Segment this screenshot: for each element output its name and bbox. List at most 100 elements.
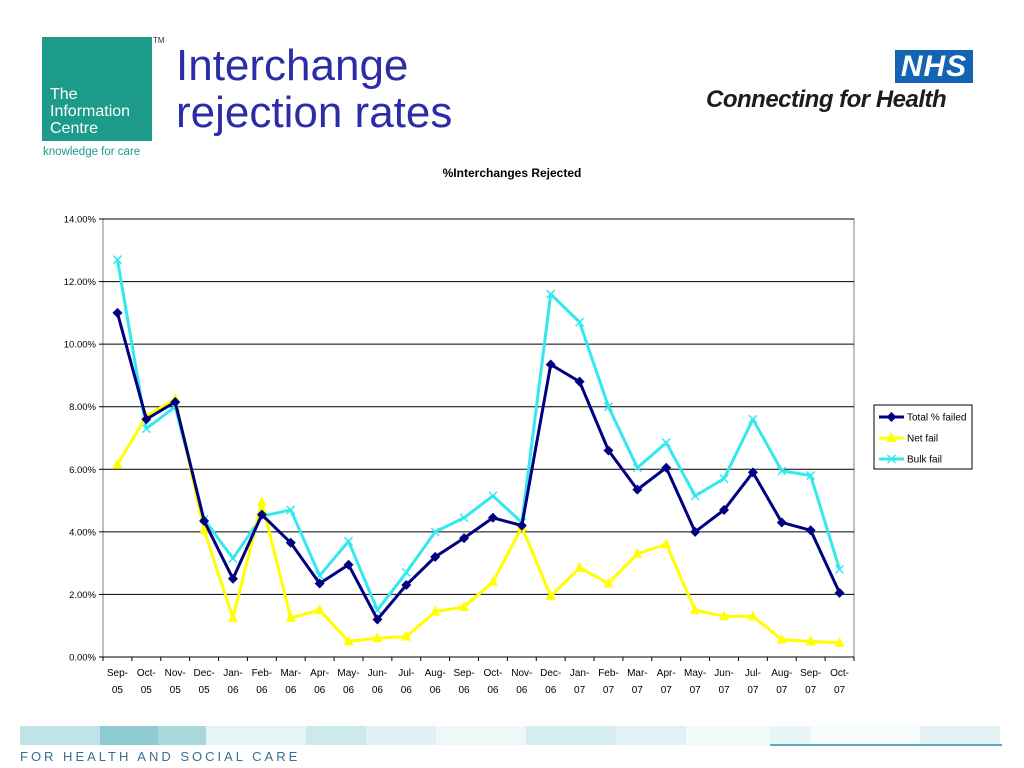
x-tick-label: May- xyxy=(684,668,706,679)
logo-line-3: Centre xyxy=(50,120,99,137)
bulk-fail-data-point xyxy=(603,402,614,412)
x-tick-label: Apr- xyxy=(310,668,329,679)
net-fail-data-point xyxy=(459,600,470,611)
total-failed-data-point xyxy=(719,504,730,515)
y-tick-label: 0.00% xyxy=(69,653,96,664)
x-tick-label-year: 06 xyxy=(430,685,442,696)
x-tick-label-year: 07 xyxy=(603,685,615,696)
bulk-fail-data-point xyxy=(575,317,585,327)
x-tick-label: Apr- xyxy=(657,668,676,679)
bulk-fail-data-point xyxy=(777,466,787,476)
net-fail-data-point xyxy=(545,589,556,600)
net-fail-data-point xyxy=(487,575,498,586)
x-tick-label: Dec- xyxy=(540,668,561,679)
x-tick-label: Mar- xyxy=(280,668,301,679)
x-tick-label: May- xyxy=(337,668,359,679)
net-fail-data-point xyxy=(632,547,643,558)
logo-line-1: The xyxy=(50,86,78,103)
legend-label-total-failed: Total % failed xyxy=(907,413,966,424)
total-failed-data-point xyxy=(227,573,238,584)
bulk-fail-series-line xyxy=(115,259,841,612)
x-tick-label: Aug- xyxy=(425,668,446,679)
x-tick-label-year: 06 xyxy=(256,685,268,696)
x-tick-label: Aug- xyxy=(771,668,792,679)
total-failed-data-point xyxy=(747,467,758,478)
bulk-fail-data-point xyxy=(488,491,498,501)
plot-area: 0.00% 2.00% 4.00% 6.00% 8.00% 10.00% 12.00% 14.… xyxy=(64,215,973,696)
x-tick-label-year: 05 xyxy=(141,685,153,696)
legend-marker-bulk-fail xyxy=(886,454,897,464)
footer-strip-block xyxy=(436,726,526,745)
x-tick-label-year: 07 xyxy=(690,685,702,696)
slide-title-line-2: rejection rates xyxy=(176,88,453,137)
x-tick-label-year: 06 xyxy=(516,685,528,696)
logo-text: The Information Centre xyxy=(50,86,130,137)
bulk-fail-data-point xyxy=(661,438,671,448)
total-failed-data-point xyxy=(516,520,527,531)
total-failed-data-point xyxy=(603,445,614,456)
total-failed-data-point xyxy=(574,376,585,387)
bulk-fail-data-point xyxy=(141,424,151,434)
bulk-fail-data-point xyxy=(546,289,556,299)
x-tick-label: Dec- xyxy=(194,668,215,679)
y-tick-label: 12.00% xyxy=(64,277,97,288)
footer-strip-block xyxy=(920,726,1000,745)
x-tick-label: Oct- xyxy=(483,668,502,679)
bulk-fail-data-point xyxy=(112,255,122,265)
net-fail-data-point xyxy=(805,635,816,646)
x-tick-label: Oct- xyxy=(830,668,849,679)
net-fail-data-point xyxy=(314,604,325,615)
x-tick-label: Feb- xyxy=(252,668,273,679)
legend-label-bulk-fail: Bulk fail xyxy=(907,455,942,466)
x-tick-label: Sep- xyxy=(453,668,474,679)
footer-strip-block xyxy=(616,726,686,745)
x-tick-label-year: 06 xyxy=(401,685,413,696)
x-tick-label-year: 06 xyxy=(314,685,326,696)
x-tick-label-year: 06 xyxy=(227,685,239,696)
x-tick-label: Sep- xyxy=(800,668,821,679)
bulk-fail-data-point xyxy=(835,564,845,574)
x-tick-label-year: 06 xyxy=(487,685,499,696)
x-tick-label-year: 07 xyxy=(834,685,846,696)
bulk-fail-data-point xyxy=(286,505,296,515)
footer-strip-block xyxy=(206,726,306,745)
total-failed-data-point xyxy=(199,515,210,526)
x-tick-label: Jul- xyxy=(745,668,761,679)
footer-strip-block xyxy=(686,726,770,745)
x-tick-label-year: 07 xyxy=(747,685,759,696)
bulk-fail-data-point xyxy=(632,463,642,473)
net-fail-data-point xyxy=(661,538,672,549)
bulk-fail-data-point xyxy=(690,491,700,501)
chart-title: %Interchanges Rejected xyxy=(443,166,582,180)
net-fail-data-point xyxy=(719,610,730,621)
nhs-logo-tagline: Connecting for Health xyxy=(706,86,947,113)
footer-strip-block xyxy=(810,726,920,745)
total-failed-data-point xyxy=(343,559,354,570)
x-tick-label: Jun- xyxy=(714,668,733,679)
footer-strip-block xyxy=(526,726,616,745)
total-failed-data-point xyxy=(805,525,816,536)
x-tick-label-year: 07 xyxy=(805,685,817,696)
net-fail-data-point xyxy=(834,636,845,647)
y-tick-label: 14.00% xyxy=(64,215,97,226)
x-tick-label-year: 06 xyxy=(343,685,355,696)
x-tick-label: Nov- xyxy=(511,668,532,679)
x-tick-label-year: 06 xyxy=(545,685,557,696)
total-failed-data-point xyxy=(314,578,325,589)
total-failed-data-point xyxy=(690,526,701,537)
x-tick-label-year: 06 xyxy=(285,685,297,696)
bulk-fail-data-point xyxy=(806,471,816,481)
net-fail-series-line xyxy=(116,397,840,645)
nhs-logo-badge: NHS xyxy=(895,50,973,83)
x-tick-label-year: 07 xyxy=(776,685,788,696)
y-tick-label: 4.00% xyxy=(69,527,96,538)
bulk-fail-data-point xyxy=(719,474,729,484)
net-fail-data-point xyxy=(747,610,758,621)
total-failed-data-point xyxy=(285,537,296,548)
x-tick-label-year: 05 xyxy=(112,685,124,696)
logo-tagline: knowledge for care xyxy=(43,146,141,158)
bulk-fail-data-point xyxy=(401,567,411,578)
total-failed-data-point xyxy=(661,462,672,473)
total-failed-data-point xyxy=(372,614,383,625)
footer-strip-block xyxy=(306,726,366,745)
